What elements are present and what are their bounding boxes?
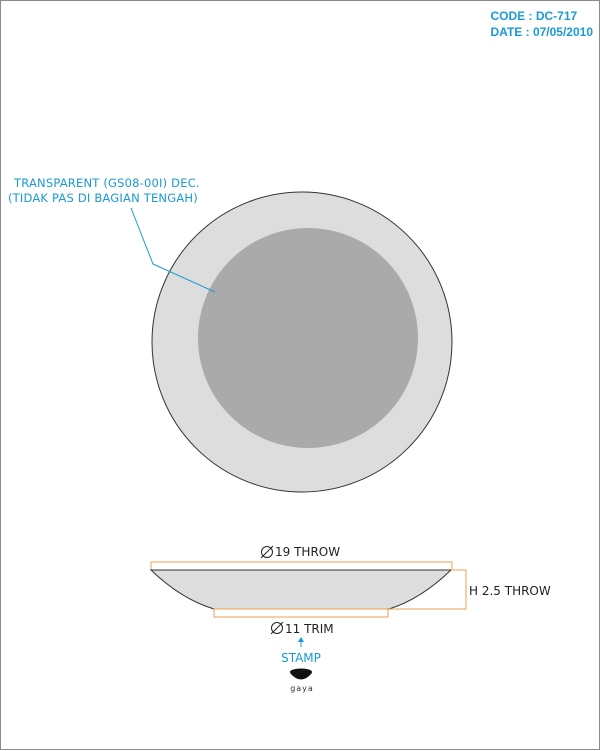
stamp-label: STAMP	[281, 651, 321, 665]
plate-center-decoration	[198, 228, 418, 448]
height-dimension-bracket	[389, 569, 467, 610]
diameter-top-label: 19 THROW	[260, 545, 340, 559]
top-diameter-dimension-box	[150, 561, 453, 571]
bottom-diameter-dimension-box	[213, 608, 389, 618]
diameter-symbol-icon	[271, 622, 283, 634]
diameter-top-text: 19 THROW	[275, 545, 340, 559]
stamp-arrow-head-icon	[298, 637, 304, 642]
note-leader-line	[130, 207, 216, 293]
plate-side-profile	[149, 569, 453, 610]
diameter-symbol-icon	[261, 546, 273, 558]
logo-bowl-icon	[290, 673, 312, 680]
gaya-logo: gaya	[290, 668, 314, 693]
decoration-note-line2: (TIDAK PAS DI BAGIAN TENGAH)	[8, 191, 198, 205]
product-code: CODE : DC-717	[490, 9, 578, 23]
diameter-bottom-label: 11 TRIM	[270, 621, 334, 636]
height-text: H 2.5 THROW	[469, 584, 551, 598]
decoration-note-line1: TRANSPARENT (GS08-00I) DEC.	[14, 176, 200, 190]
code-date-block: CODE : DC-717 DATE : 07/05/2010	[491, 8, 594, 40]
decoration-note: TRANSPARENT (GS08-00I) DEC. (TIDAK PAS D…	[8, 176, 200, 206]
logo-text: gaya	[290, 684, 314, 693]
diameter-bottom-text: 11 TRIM	[285, 622, 334, 636]
drawing-date: DATE : 07/05/2010	[490, 25, 594, 39]
